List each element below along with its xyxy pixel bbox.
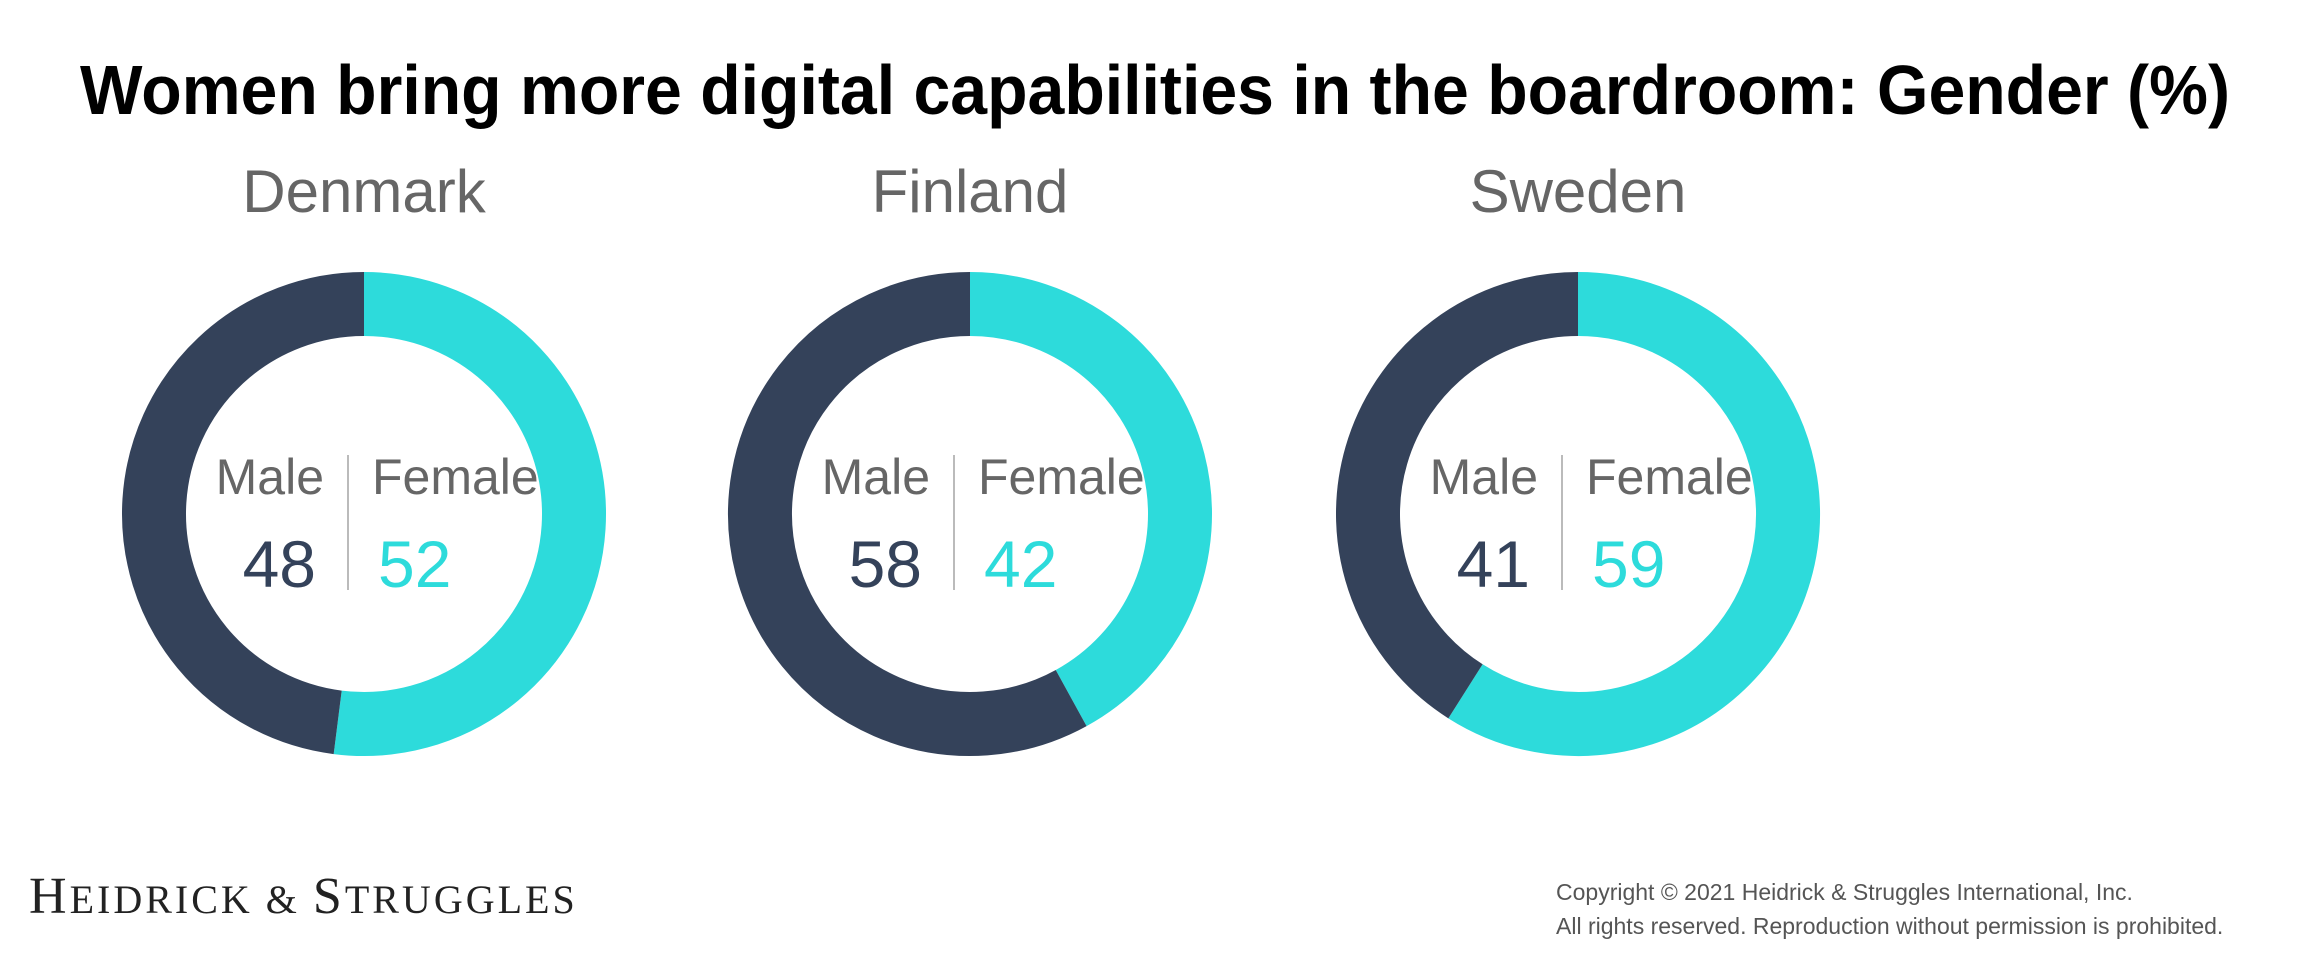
male-value: 58 (849, 527, 922, 601)
female-label: Female (978, 449, 1145, 505)
donut-denmark: Denmark Male Female 48 52 (122, 158, 606, 756)
country-label: Denmark (242, 158, 486, 225)
heidrick-struggles-logo: HEIDRICK & STRUGGLES (29, 868, 578, 925)
male-segment (122, 272, 365, 755)
copyright-line-1: Copyright © 2021 Heidrick & Struggles In… (1556, 879, 2133, 905)
male-label: Male (822, 449, 930, 505)
male-value: 41 (1457, 527, 1530, 601)
female-segment (969, 272, 1212, 727)
donut-sweden: Sweden Male Female 41 59 (1336, 158, 1820, 756)
donut-finland: Finland Male Female 58 42 (728, 158, 1212, 756)
male-value: 48 (243, 527, 316, 601)
male-label: Male (1430, 449, 1538, 505)
female-segment (1448, 272, 1820, 756)
male-segment (1336, 272, 1579, 719)
country-label: Sweden (1470, 158, 1687, 225)
female-label: Female (372, 449, 539, 505)
male-label: Male (216, 449, 324, 505)
country-label: Finland (872, 158, 1069, 225)
female-value: 42 (984, 527, 1057, 601)
copyright-line-2: All rights reserved. Reproduction withou… (1556, 913, 2223, 939)
chart-title: Women bring more digital capabilities in… (80, 51, 2230, 129)
female-segment (333, 272, 606, 756)
female-label: Female (1586, 449, 1753, 505)
male-segment (728, 272, 1087, 756)
female-value: 59 (1592, 527, 1665, 601)
female-value: 52 (378, 527, 451, 601)
